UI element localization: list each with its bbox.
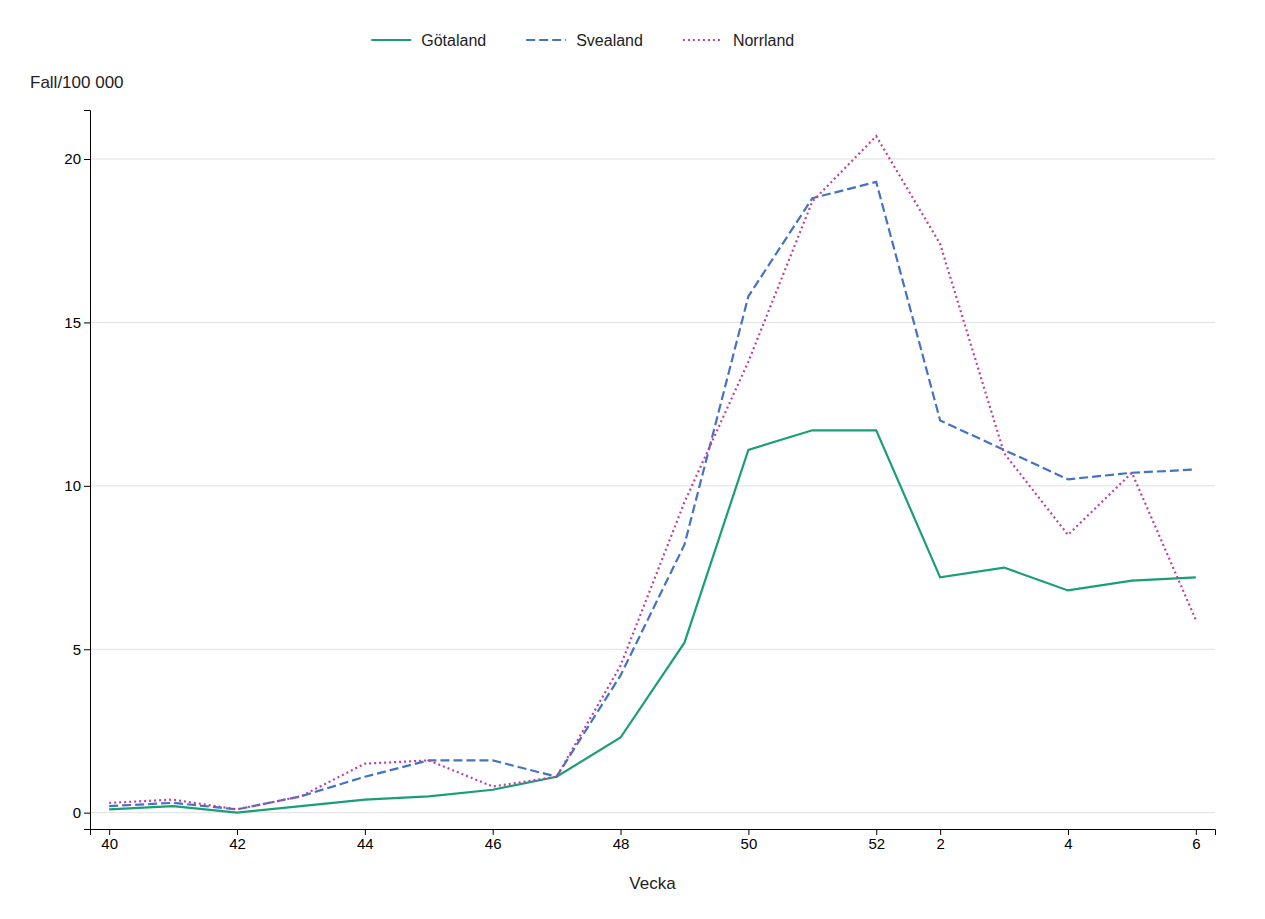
- tick: 6: [1192, 829, 1200, 852]
- axis-line: [84, 111, 91, 830]
- y-axis-title: Fall/100 000: [30, 73, 124, 92]
- tick: 42: [229, 829, 246, 852]
- tick-label: 20: [64, 150, 81, 167]
- tick-mark: [84, 159, 90, 160]
- legend-swatch: [371, 39, 411, 41]
- tick-label: 10: [64, 477, 81, 494]
- y-axis: 0 5 10 15 20: [64, 111, 90, 830]
- tick-label: 15: [64, 314, 81, 331]
- tick: 40: [101, 829, 118, 852]
- tick: 10: [64, 477, 90, 494]
- grid-line: [90, 649, 1215, 650]
- grid-line: [90, 322, 1215, 323]
- tick-label: 5: [73, 641, 81, 658]
- tick: 2: [936, 829, 944, 852]
- legend: Götaland Svealand Norrland: [371, 32, 794, 49]
- grid: [90, 159, 1215, 813]
- tick-label: 50: [741, 835, 758, 852]
- tick-label: 46: [485, 835, 502, 852]
- tick: 50: [741, 829, 758, 852]
- legend-item: Svealand: [526, 32, 643, 49]
- axis-line: [91, 830, 1216, 836]
- tick-label: 4: [1064, 835, 1072, 852]
- tick-label: 6: [1192, 835, 1200, 852]
- tick-label: 44: [357, 835, 374, 852]
- legend-label: Norrland: [733, 32, 794, 49]
- tick-label: 0: [73, 804, 81, 821]
- tick: 0: [73, 804, 90, 821]
- tick: 15: [64, 314, 90, 331]
- tick-label: 52: [868, 835, 885, 852]
- tick-mark: [84, 649, 90, 650]
- grid-line: [90, 812, 1215, 813]
- tick-mark: [84, 322, 90, 323]
- tick-mark: [84, 486, 90, 487]
- tick: 46: [485, 829, 502, 852]
- tick-label: 2: [936, 835, 944, 852]
- grid-line: [90, 159, 1215, 160]
- x-axis-title: Vecka: [629, 874, 676, 893]
- legend-item: Götaland: [371, 32, 486, 49]
- tick-label: 40: [101, 835, 118, 852]
- grid-line: [90, 485, 1215, 486]
- legend-swatch: [683, 39, 723, 41]
- tick: 48: [613, 829, 630, 852]
- tick-label: 42: [229, 835, 246, 852]
- tick: 5: [73, 641, 90, 658]
- series-line: [109, 182, 1196, 809]
- legend-swatch: [526, 39, 566, 41]
- tick: 44: [357, 829, 374, 852]
- tick-label: 48: [613, 835, 630, 852]
- x-axis: 40424446485052246: [91, 829, 1216, 852]
- lines: [109, 136, 1196, 813]
- legend-label: Götaland: [421, 32, 486, 49]
- tick: 20: [64, 150, 90, 167]
- chart: 0510152040424446485052246VeckaFall/100 0…: [0, 0, 1265, 919]
- legend-item: Norrland: [683, 32, 794, 49]
- tick: 4: [1064, 829, 1072, 852]
- series-line: [109, 136, 1196, 809]
- plot: 0510152040424446485052246VeckaFall/100 0…: [30, 32, 1216, 893]
- legend-label: Svealand: [576, 32, 643, 49]
- tick-mark: [84, 813, 90, 814]
- series-line: [109, 430, 1196, 812]
- tick: 52: [868, 829, 885, 852]
